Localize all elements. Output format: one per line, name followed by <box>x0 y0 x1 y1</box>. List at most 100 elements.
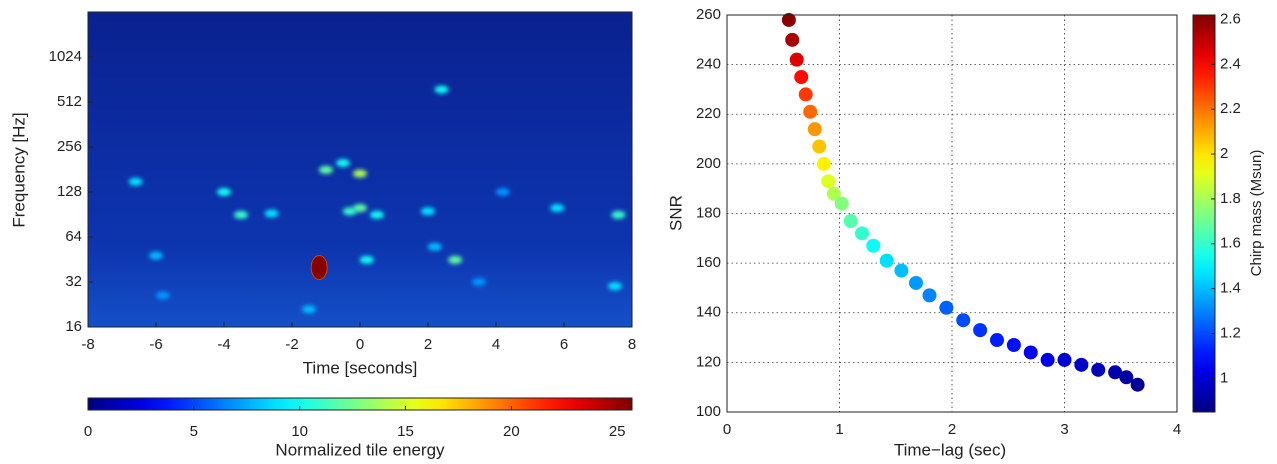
energy-tile <box>155 291 170 300</box>
colorbar-tick-label: 1.2 <box>1220 324 1241 341</box>
point <box>812 139 827 154</box>
x-tick-label: 2 <box>948 421 956 438</box>
colorbar-tick-label: 1.4 <box>1220 280 1241 297</box>
point <box>1130 377 1145 392</box>
energy-tile <box>149 251 163 260</box>
point <box>781 12 796 27</box>
colorbar-tick-label: 25 <box>609 423 626 440</box>
point <box>909 275 923 290</box>
x-tick-label: 6 <box>560 336 568 353</box>
x-tick-label: 3 <box>1060 421 1068 438</box>
point <box>785 32 800 47</box>
point <box>834 196 849 211</box>
colorbar-tick-label: 1.8 <box>1220 190 1241 207</box>
energy-tile <box>472 278 486 286</box>
energy-tile <box>336 159 350 168</box>
point <box>922 288 937 303</box>
energy-tile <box>550 204 565 213</box>
colorbar-tick-label: 5 <box>190 423 198 440</box>
energy-tile <box>434 85 449 94</box>
point <box>939 300 954 315</box>
y-tick-label: 140 <box>696 304 721 321</box>
y-tick-label: 16 <box>65 318 82 335</box>
x-tick-label: -2 <box>285 336 298 353</box>
colorbar-tick-label: 1.6 <box>1220 235 1241 252</box>
point <box>803 104 818 119</box>
y-tick-label: 1024 <box>49 48 82 65</box>
colorbar-label: Chirp mass (Msun) <box>1248 150 1265 277</box>
point <box>843 213 858 228</box>
point <box>1040 352 1055 367</box>
point <box>894 263 909 278</box>
x-axis-label: Time [seconds] <box>303 358 418 377</box>
point <box>866 238 881 253</box>
y-tick-label: 200 <box>696 155 721 172</box>
colorbar-tick-label: 2 <box>1220 145 1228 162</box>
energy-tile <box>217 188 231 196</box>
energy-tile <box>608 282 622 291</box>
energy-tile <box>427 242 442 251</box>
point <box>789 52 804 67</box>
point <box>1006 338 1021 353</box>
x-tick-label: -8 <box>81 336 94 353</box>
point <box>956 313 971 328</box>
x-tick-label: 2 <box>424 336 432 353</box>
y-tick-label: 180 <box>696 204 721 221</box>
energy-tile <box>302 305 316 314</box>
y-tick-label: 220 <box>696 105 721 122</box>
point <box>816 156 831 171</box>
spectrogram-background <box>88 12 632 327</box>
x-axis-label: Time−lag (sec) <box>894 440 1006 459</box>
colorbar-tick-label: 10 <box>291 423 308 440</box>
colorbar-tick-label: 20 <box>503 423 520 440</box>
y-tick-label: 512 <box>57 93 82 110</box>
energy-tile <box>611 210 626 219</box>
energy-tile <box>495 188 510 196</box>
colorbar-tick-label: 1 <box>1220 369 1228 386</box>
colorbar-label: Normalized tile energy <box>275 440 445 459</box>
y-tick-label: 120 <box>696 353 721 370</box>
y-tick-label: 256 <box>57 138 82 155</box>
point <box>990 333 1004 348</box>
point <box>855 226 869 241</box>
energy-tile <box>319 165 333 174</box>
colorbar-tick-label: 2.6 <box>1220 10 1241 27</box>
energy-tile <box>264 209 279 218</box>
x-tick-label: 4 <box>492 336 500 353</box>
energy-tile <box>310 255 328 281</box>
y-tick-label: 260 <box>696 6 721 23</box>
energy-tile <box>234 210 248 219</box>
y-tick-label: 240 <box>696 56 721 73</box>
y-axis-label: SNR <box>666 195 685 231</box>
colorbar-tick-label: 2.2 <box>1220 100 1241 117</box>
plot-frame <box>726 14 1178 413</box>
y-tick-label: 100 <box>696 403 721 420</box>
x-tick-label: -4 <box>217 336 230 353</box>
point <box>1091 362 1106 377</box>
x-tick-label: -6 <box>149 336 162 353</box>
point <box>821 174 836 189</box>
y-tick-label: 32 <box>65 273 82 290</box>
y-axis-label: Frequency [Hz] <box>9 112 28 227</box>
energy-tile <box>370 210 384 219</box>
y-tick-label: 128 <box>57 183 82 200</box>
energy-tile <box>353 169 367 178</box>
point <box>1023 345 1038 360</box>
point <box>1108 365 1123 380</box>
energy-tile <box>359 255 374 264</box>
colorbar <box>1192 14 1216 413</box>
point <box>1074 357 1089 372</box>
x-tick-label: 1 <box>835 421 843 438</box>
colorbar-tick-label: 0 <box>84 423 92 440</box>
point <box>798 87 813 102</box>
point <box>826 186 841 201</box>
point <box>1119 370 1134 385</box>
y-tick-label: 64 <box>65 228 82 245</box>
energy-tile <box>421 207 435 216</box>
x-tick-label: 8 <box>628 336 636 353</box>
point <box>1057 352 1072 367</box>
y-tick-label: 160 <box>696 254 721 271</box>
energy-tile <box>128 177 143 186</box>
point <box>794 70 809 85</box>
